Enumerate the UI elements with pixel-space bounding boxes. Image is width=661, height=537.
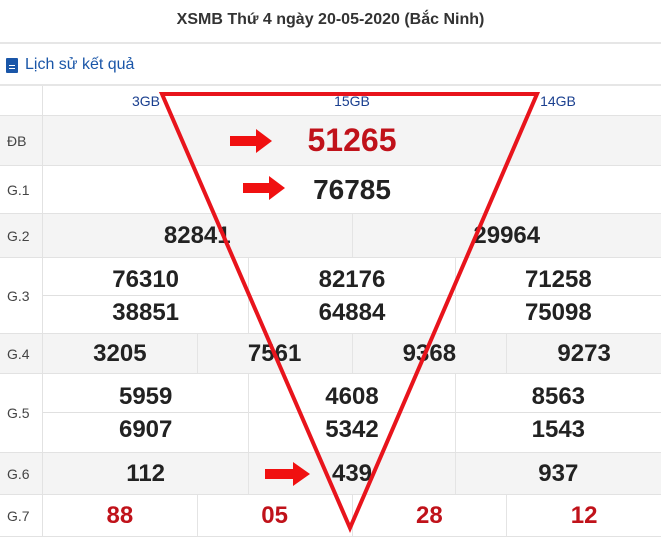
prize-cell: 9368 — [352, 334, 507, 373]
prize-number: 51265 — [43, 124, 661, 157]
prize-number: 76785 — [43, 173, 661, 206]
code-row: 3GB 15GB 14GB — [0, 86, 661, 116]
prize-label: G.3 — [0, 258, 43, 333]
prize-label: G.6 — [0, 453, 43, 494]
prize-number: 3205 — [43, 337, 197, 370]
prize-number: 5959 — [43, 380, 248, 413]
prize-cell: 29964 — [352, 214, 661, 257]
prize-number: 9273 — [507, 337, 661, 370]
prize-cell: 76785 — [43, 166, 661, 213]
prize-number: 05 — [198, 499, 352, 532]
prize-cell: 937 — [455, 453, 661, 494]
prize-label: ĐB — [0, 116, 43, 165]
prize-number: 82841 — [43, 219, 352, 252]
prize-label: G.7 — [0, 495, 43, 536]
history-link[interactable]: Lịch sử kết quả — [6, 52, 134, 78]
prize-number: 5342 — [249, 413, 454, 446]
prize-cell: 439 — [248, 453, 454, 494]
prize-cell: 82841 — [43, 214, 352, 257]
prize-number: 71258 — [456, 263, 661, 296]
prize-cell: 12 — [506, 495, 661, 536]
prize-number: 7561 — [198, 337, 352, 370]
prize-number: 12 — [507, 499, 661, 532]
prize-number: 9368 — [353, 337, 507, 370]
code: 3GB — [43, 86, 249, 115]
prize-label: G.2 — [0, 214, 43, 257]
prize-number: 82176 — [249, 263, 454, 296]
prize-number: 112 — [43, 457, 248, 490]
prize-label: G.5 — [0, 374, 43, 452]
prize-cell: 112 — [43, 453, 248, 494]
document-icon — [6, 58, 18, 73]
code-label — [0, 86, 43, 115]
page-title: XSMB Thứ 4 ngày 20-05-2020 (Bắc Ninh) — [0, 0, 661, 44]
prize-number: 64884 — [249, 296, 454, 329]
prize-cell: 88 — [43, 495, 197, 536]
prize-number: 29964 — [353, 219, 661, 252]
code: 14GB — [455, 86, 661, 115]
prize-cell: 7561 — [197, 334, 352, 373]
prize-cell: 9273 — [506, 334, 661, 373]
prize-number: 8563 — [456, 380, 661, 413]
prize-number: 75098 — [456, 296, 661, 329]
prize-label: G.1 — [0, 166, 43, 213]
prize-cell: 05 — [197, 495, 352, 536]
code: 15GB — [249, 86, 455, 115]
prize-number: 937 — [456, 457, 661, 490]
prize-cell: 28 — [352, 495, 507, 536]
prize-cell: 3205 — [43, 334, 197, 373]
prize-number: 28 — [353, 499, 507, 532]
prize-number: 88 — [43, 499, 197, 532]
prize-number: 1543 — [456, 413, 661, 446]
history-link-label: Lịch sử kết quả — [25, 56, 134, 74]
prize-number: 38851 — [43, 296, 248, 329]
prize-number: 4608 — [249, 380, 454, 413]
prize-label: G.4 — [0, 334, 43, 373]
prize-number: 439 — [249, 457, 454, 490]
prize-number: 76310 — [43, 263, 248, 296]
prize-number: 6907 — [43, 413, 248, 446]
prize-cell: 51265 — [43, 116, 661, 165]
